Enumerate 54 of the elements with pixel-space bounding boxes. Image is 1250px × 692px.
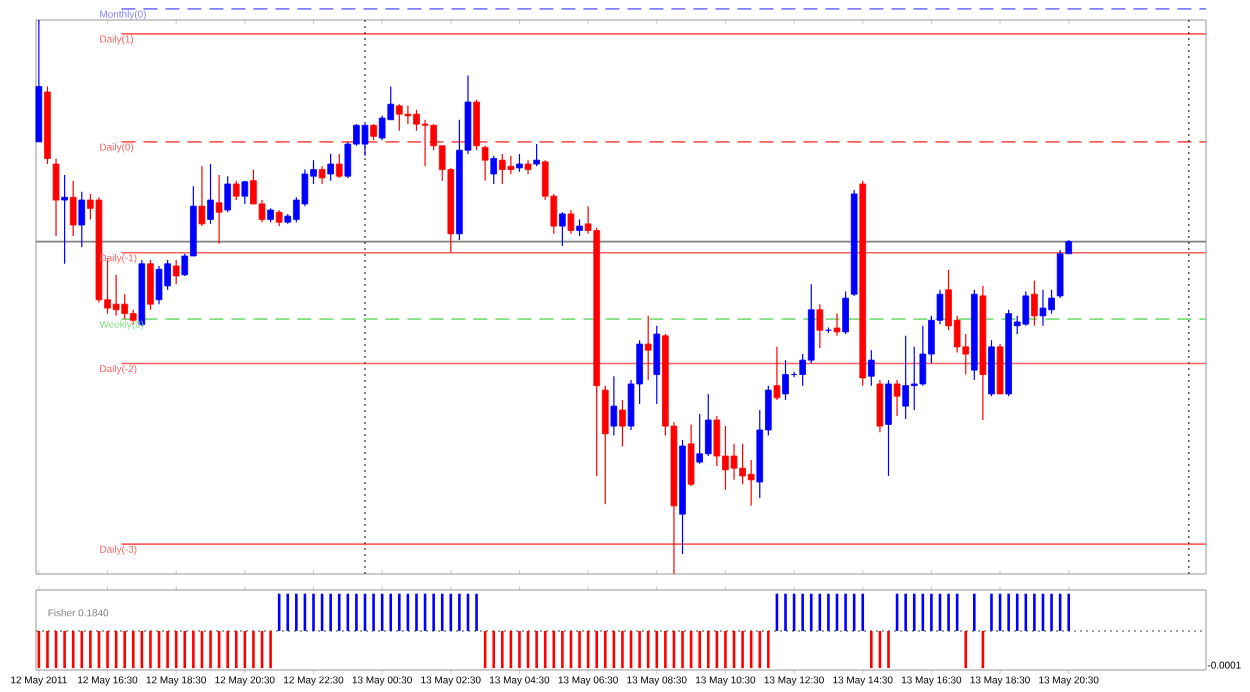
- candlestick: [919, 325, 927, 387]
- candlestick: [498, 153, 506, 185]
- candlestick: [610, 375, 618, 437]
- candlestick: [885, 379, 892, 477]
- candlestick: [361, 123, 369, 157]
- candlestick: [421, 119, 429, 167]
- candlestick: [335, 153, 343, 179]
- candlestick: [147, 259, 154, 311]
- candlestick: [215, 174, 223, 245]
- candlestick: [653, 325, 661, 405]
- candlestick: [567, 209, 575, 235]
- candlestick: [490, 155, 498, 185]
- candlestick: [507, 155, 515, 175]
- candlestick: [559, 211, 566, 247]
- candlestick: [1031, 279, 1038, 327]
- candlestick: [782, 359, 789, 401]
- candlestick: [842, 290, 849, 335]
- candlestick: [833, 313, 841, 337]
- candlestick: [687, 423, 695, 487]
- candlestick: [816, 303, 824, 349]
- candlestick: [207, 163, 214, 225]
- candlestick: [601, 385, 609, 505]
- candlestick: [61, 174, 68, 265]
- candlestick: [910, 346, 918, 411]
- candlestick: [533, 143, 540, 167]
- candlestick: [868, 349, 875, 387]
- candlestick: [155, 265, 163, 305]
- candlestick: [327, 153, 334, 182]
- candlestick: [396, 103, 403, 132]
- candlestick: [224, 175, 231, 213]
- candlestick: [69, 180, 77, 237]
- candlestick: [1039, 289, 1047, 327]
- candlestick: [1056, 249, 1064, 299]
- candlestick: [1022, 290, 1030, 327]
- candlestick: [876, 379, 884, 433]
- candlestick: [78, 191, 86, 248]
- candlestick: [747, 459, 755, 507]
- candlestick: [988, 339, 995, 397]
- candlestick: [773, 346, 781, 401]
- candlestick: [644, 315, 652, 381]
- candlestick: [996, 343, 1004, 395]
- candlestick: [893, 379, 901, 417]
- candlestick: [481, 145, 489, 182]
- candlestick: [704, 393, 712, 457]
- candlestick: [52, 157, 60, 237]
- candlestick: [112, 274, 120, 317]
- candlestick: [121, 293, 129, 320]
- candlestick: [730, 443, 738, 481]
- candlestick: [473, 99, 480, 151]
- candlestick: [619, 399, 626, 448]
- candlestick: [713, 415, 721, 467]
- candlestick: [232, 180, 240, 201]
- candlestick: [198, 165, 206, 227]
- candlestick: [172, 259, 180, 285]
